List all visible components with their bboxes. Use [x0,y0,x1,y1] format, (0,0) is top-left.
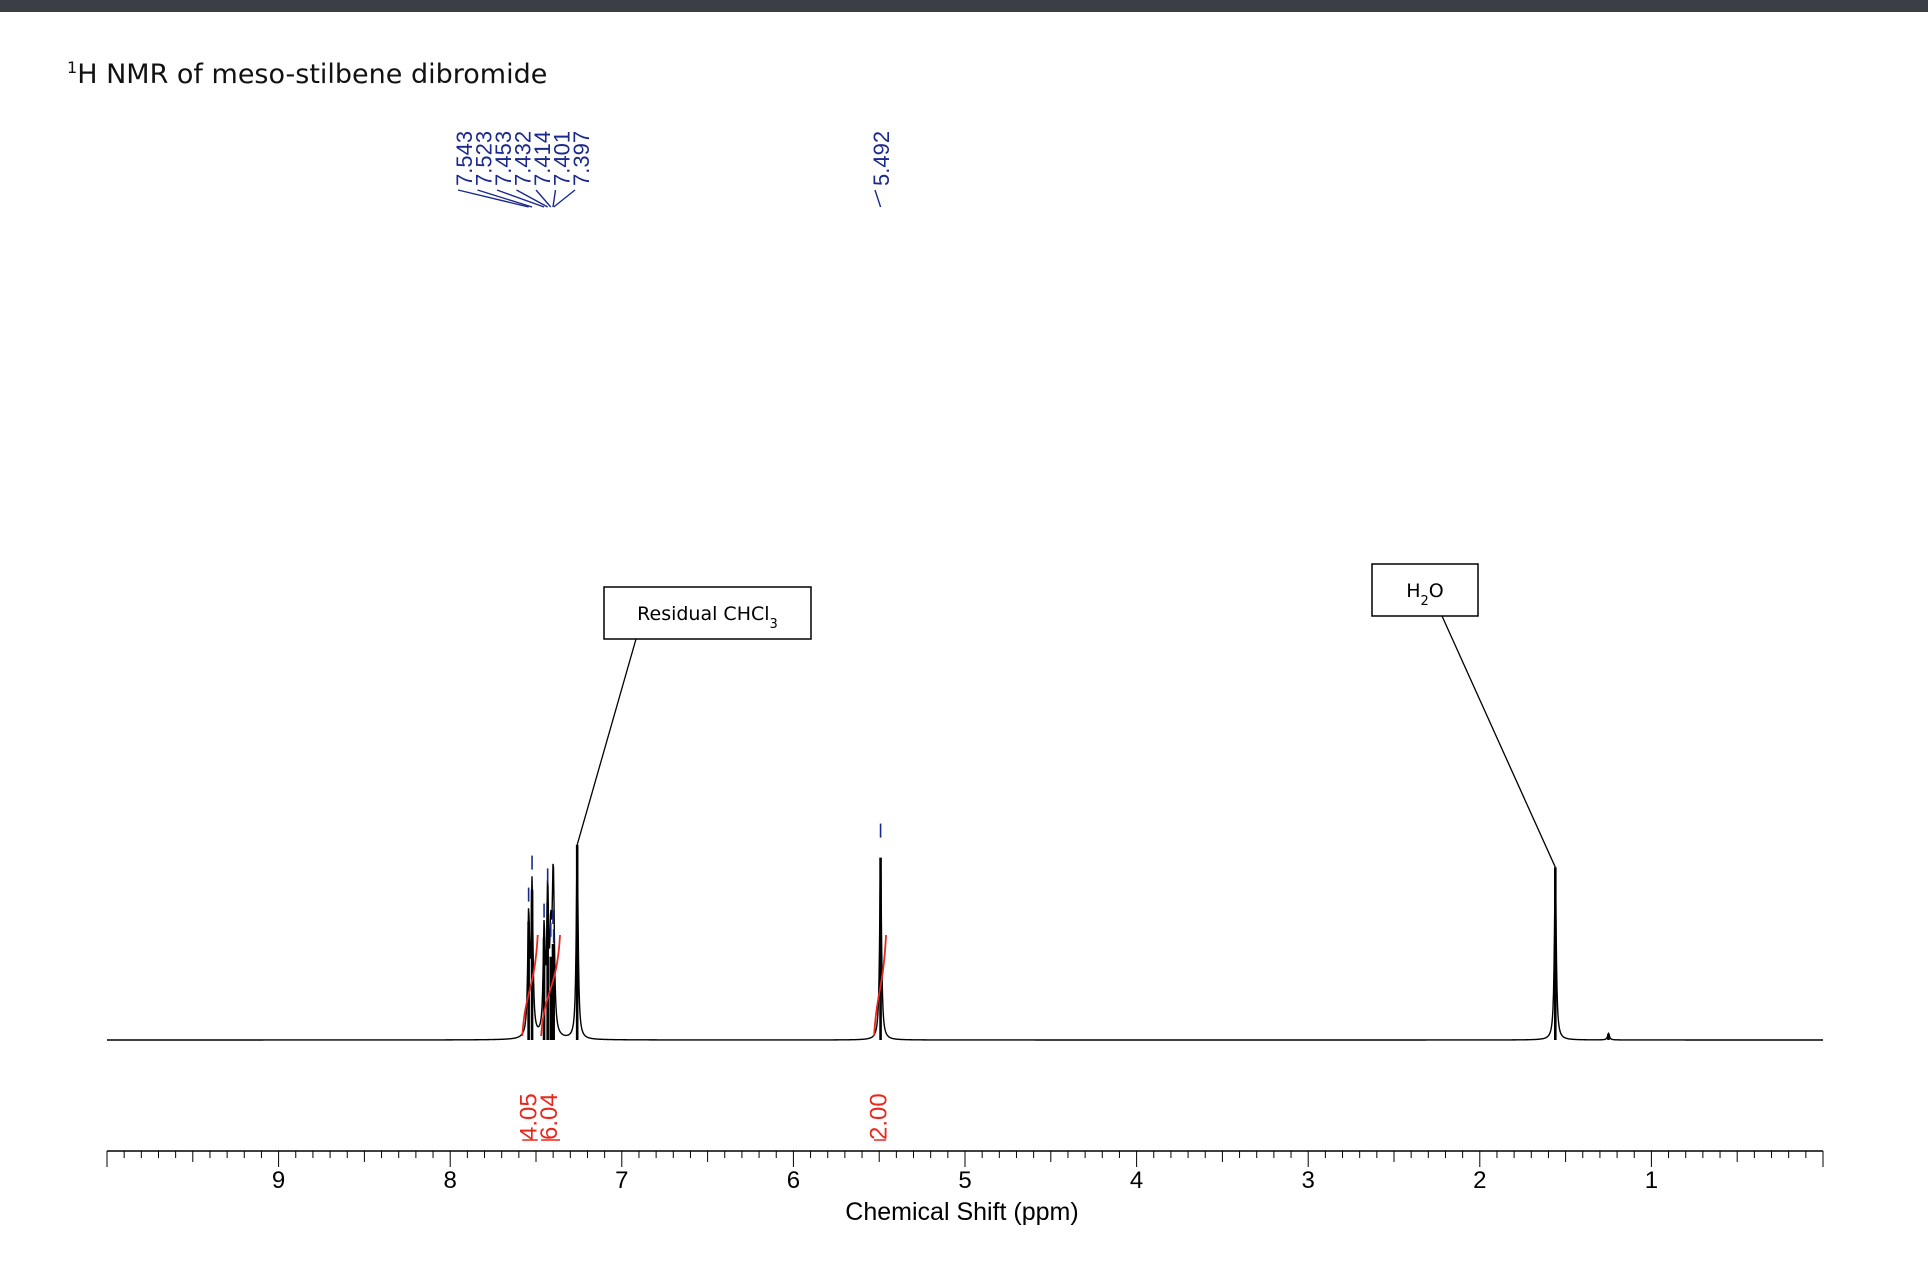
annotation-label-subscript: 3 [770,617,778,632]
peak-label: 7.432 [510,131,535,186]
x-axis-label: Chemical Shift (ppm) [845,1198,1078,1226]
annotation-label-main: Residual CHCl [637,603,769,625]
title-superscript: 1 [67,58,78,77]
integral-value: 6.04 [536,1093,563,1140]
annotation-label-main: H [1406,580,1420,602]
x-tick-label: 4 [1130,1167,1143,1194]
x-tick-label: 9 [272,1167,285,1194]
integral-value: 2.00 [865,1093,892,1140]
peak-label-connector [553,189,576,208]
peak-label-connector [516,189,549,208]
peak-label: 7.401 [549,131,574,186]
integrals: 4.056.04 2.00 [515,934,892,1141]
peak-label-connector [457,189,529,208]
peak-label: 7.414 [530,131,555,186]
annotation-box [603,586,812,640]
peak-label-connector [496,189,545,208]
page-title: 1H NMR of meso-stilbene dibromide [67,58,547,90]
window-top-bar [0,0,1928,12]
x-tick-label: 5 [958,1167,971,1194]
x-tick-label: 3 [1302,1167,1315,1194]
annotation-leader-line [1441,615,1556,868]
x-tick-label: 6 [787,1167,800,1194]
peak-label-connector [552,189,557,208]
x-tick-label: 1 [1645,1167,1658,1194]
x-tick-label: 7 [615,1167,628,1194]
annotation-box [1371,563,1479,617]
title-text: H NMR of meso-stilbene dibromide [77,59,548,90]
peak-label: 7.523 [471,131,496,186]
annotation-label-subscript: 2 [1421,594,1429,609]
integral-curve [521,934,539,1037]
annotation-leader-line [576,638,637,845]
peak-label: 7.543 [452,131,477,186]
annotation-label-tail: O [1429,580,1444,602]
peak-label-connector [535,189,552,208]
peak-label: 5.492 [869,131,894,186]
annotations: Residual CHCl3 H2O [576,563,1556,868]
peak-label: 7.453 [491,131,516,186]
peak-label: 7.397 [569,131,594,186]
peak-label-connector [477,189,533,208]
x-tick-label: 8 [444,1167,457,1194]
x-tick-label: 2 [1473,1167,1486,1194]
integral-value: 4.05 [515,1093,542,1140]
annotation-label: H2O [1406,580,1444,609]
integral-curve [873,934,887,1037]
spectrum-trace [107,844,1823,1041]
peak-label-connector [874,189,882,208]
annotation-label: Residual CHCl3 [637,603,778,632]
integral-curve [540,934,561,1037]
x-axis: 9 8 7 6 5 4 3 2 1 Chemical Shift (ppm) [106,1150,1824,1226]
spectrum-line [107,849,1823,1041]
